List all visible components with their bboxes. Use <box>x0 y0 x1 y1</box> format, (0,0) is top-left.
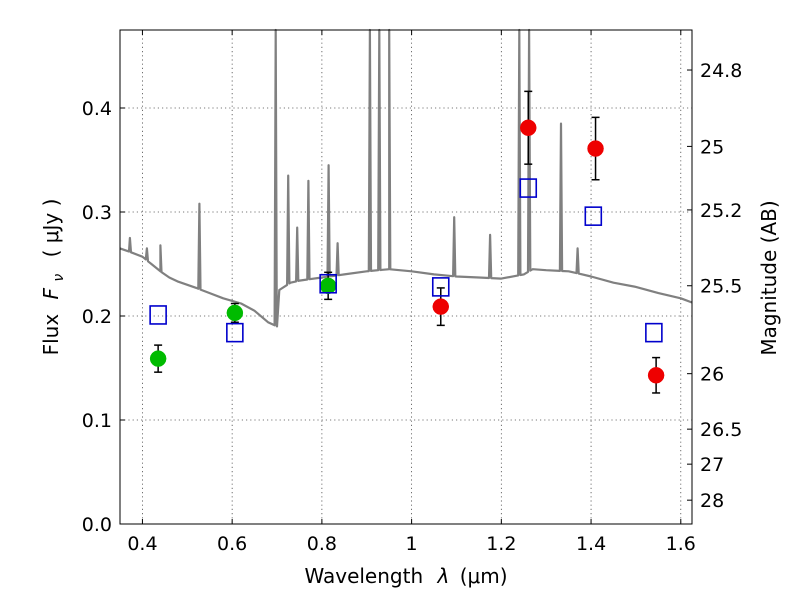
y2-tick-label: 25.2 <box>700 200 742 222</box>
x-tick-label: 0.8 <box>307 533 337 555</box>
photometry-point <box>647 367 665 384</box>
photometry-point <box>432 298 450 315</box>
photometry-point <box>226 304 244 322</box>
y2-tick-label: 25.5 <box>700 276 742 298</box>
y2-tick-label: 24.8 <box>700 60 742 82</box>
y-axis-label-subscript: ν <box>51 274 67 282</box>
y-tick-label: 0.3 <box>82 202 112 224</box>
model-square-marker <box>645 322 663 343</box>
model-square-marker <box>226 322 244 343</box>
y2-tick-label: 26 <box>700 364 724 386</box>
grid-lines <box>120 30 692 525</box>
axis-ticks: 0.4 0.6 0.8 1 1.2 1.4 1.6 0.0 0.1 0.2 0.3 0.4 24.8 25… <box>82 30 742 555</box>
spectrum-layer <box>119 28 693 328</box>
x-tick-label: 0.4 <box>127 533 157 555</box>
y-tick-label: 0.1 <box>82 410 112 432</box>
spectrum-line <box>119 28 693 328</box>
y-axis-label-prefix: Flux <box>39 314 63 356</box>
x-tick-label: 1.4 <box>576 533 606 555</box>
x-axis-label-unit: (μm) <box>460 564 508 588</box>
x-axis-label-symbol: λ <box>437 564 450 588</box>
y2-tick-label: 25 <box>700 136 724 158</box>
x-tick-label: 1 <box>406 533 418 555</box>
y2-tick-label: 26.5 <box>700 419 742 441</box>
y-tick-label: 0.4 <box>82 98 112 120</box>
photometry-point <box>149 350 167 367</box>
x-tick-label: 1.2 <box>486 533 516 555</box>
y-axis-label: Flux F ν ( μJy ) <box>39 199 68 356</box>
photometry-point <box>587 140 604 157</box>
photometry-point <box>520 119 537 137</box>
model-square-marker <box>149 305 167 325</box>
photometry-point <box>319 277 337 295</box>
model-square-marker <box>431 277 450 297</box>
x-axis-label-prefix: Wavelength <box>304 564 423 588</box>
x-axis-label: Wavelength λ (μm) <box>304 564 507 588</box>
y2-axis-label: Magnitude (AB) <box>757 200 781 355</box>
model-square-marker <box>584 206 603 226</box>
model-square-marker <box>519 178 538 198</box>
y-axis-label-symbol: F <box>39 287 63 299</box>
plot-frame <box>119 29 693 525</box>
y2-tick-label: 28 <box>700 490 724 512</box>
y-tick-label: 0.0 <box>82 514 112 536</box>
y2-tick-label: 27 <box>700 454 724 476</box>
markers-layer <box>149 90 665 394</box>
y-axis-label-unit: ( μJy ) <box>39 199 63 258</box>
y-tick-label: 0.2 <box>82 306 112 328</box>
x-tick-label: 1.6 <box>666 533 696 555</box>
model-square-marker <box>319 273 337 294</box>
x-tick-label: 0.6 <box>217 533 247 555</box>
